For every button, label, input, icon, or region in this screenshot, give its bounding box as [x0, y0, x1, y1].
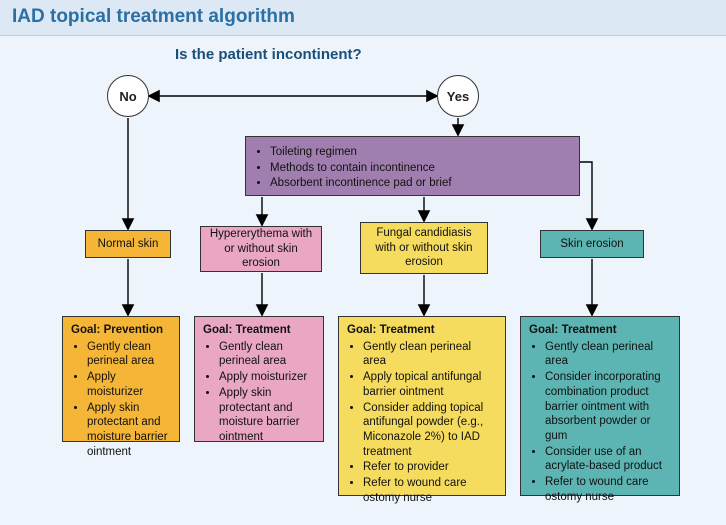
goal-steps: Gently clean perineal areaApply topical …: [347, 340, 497, 506]
goal-steps: Gently clean perineal areaConsider incor…: [529, 340, 671, 505]
condition-label: Fungal candidiasis with or without skin …: [361, 220, 487, 276]
condition-box-fungal: Fungal candidiasis with or without skin …: [360, 222, 488, 274]
condition-box-normal: Normal skin: [85, 230, 171, 258]
goal-step: Consider incorporating combination produ…: [545, 370, 671, 444]
yes-interventions-list: Toileting regimenMethods to contain inco…: [254, 145, 571, 191]
goal-step: Consider use of an acrylate-based produc…: [545, 445, 671, 474]
condition-label: Hypererythema with or without skin erosi…: [201, 221, 321, 277]
goal-steps: Gently clean perineal areaApply moisturi…: [71, 340, 171, 460]
goal-step: Refer to wound care ostomy nurse: [363, 476, 497, 505]
yes-interventions-box: Toileting regimenMethods to contain inco…: [245, 136, 580, 196]
goal-step: Gently clean perineal area: [87, 340, 171, 369]
goal-step: Refer to provider: [363, 460, 497, 475]
intervention-item: Methods to contain incontinence: [270, 161, 571, 176]
root-question: Is the patient incontinent?: [175, 46, 362, 63]
goal-box-g1: Goal: Prevention Gently clean perineal ar…: [62, 316, 180, 442]
goal-box-g2: Goal: Treatment Gently clean perineal are…: [194, 316, 324, 442]
decision-no-label: No: [119, 89, 136, 104]
intervention-item: Toileting regimen: [270, 145, 571, 160]
goal-heading: Goal: Treatment: [529, 323, 671, 338]
page-title: IAD topical treatment algorithm: [0, 0, 726, 36]
decision-yes-label: Yes: [447, 89, 469, 104]
goal-step: Apply moisturizer: [87, 370, 171, 399]
goal-box-g4: Goal: Treatment Gently clean perineal are…: [520, 316, 680, 496]
condition-box-hyper: Hypererythema with or without skin erosi…: [200, 226, 322, 272]
flowchart-canvas: Is the patient incontinent? No Yes Toile…: [0, 34, 726, 525]
goal-heading: Goal: Treatment: [347, 323, 497, 338]
condition-box-erosion: Skin erosion: [540, 230, 644, 258]
goal-step: Consider adding topical antifungal powde…: [363, 401, 497, 460]
condition-label: Normal skin: [90, 231, 167, 258]
goal-step: Apply skin protectant and moisture barri…: [219, 386, 315, 445]
decision-no: No: [107, 75, 149, 117]
goal-step: Refer to wound care ostomy nurse: [545, 475, 671, 504]
goal-box-g3: Goal: Treatment Gently clean perineal are…: [338, 316, 506, 496]
goal-step: Gently clean perineal area: [219, 340, 315, 369]
condition-label: Skin erosion: [552, 231, 631, 258]
intervention-item: Absorbent incontinence pad or brief: [270, 176, 571, 191]
goal-heading: Goal: Treatment: [203, 323, 315, 338]
goal-step: Apply topical antifungal barrier ointmen…: [363, 370, 497, 399]
goal-steps: Gently clean perineal areaApply moisturi…: [203, 340, 315, 445]
goal-heading: Goal: Prevention: [71, 323, 171, 338]
goal-step: Gently clean perineal area: [545, 340, 671, 369]
decision-yes: Yes: [437, 75, 479, 117]
goal-step: Apply skin protectant and moisture barri…: [87, 401, 171, 460]
goal-step: Apply moisturizer: [219, 370, 315, 385]
goal-step: Gently clean perineal area: [363, 340, 497, 369]
